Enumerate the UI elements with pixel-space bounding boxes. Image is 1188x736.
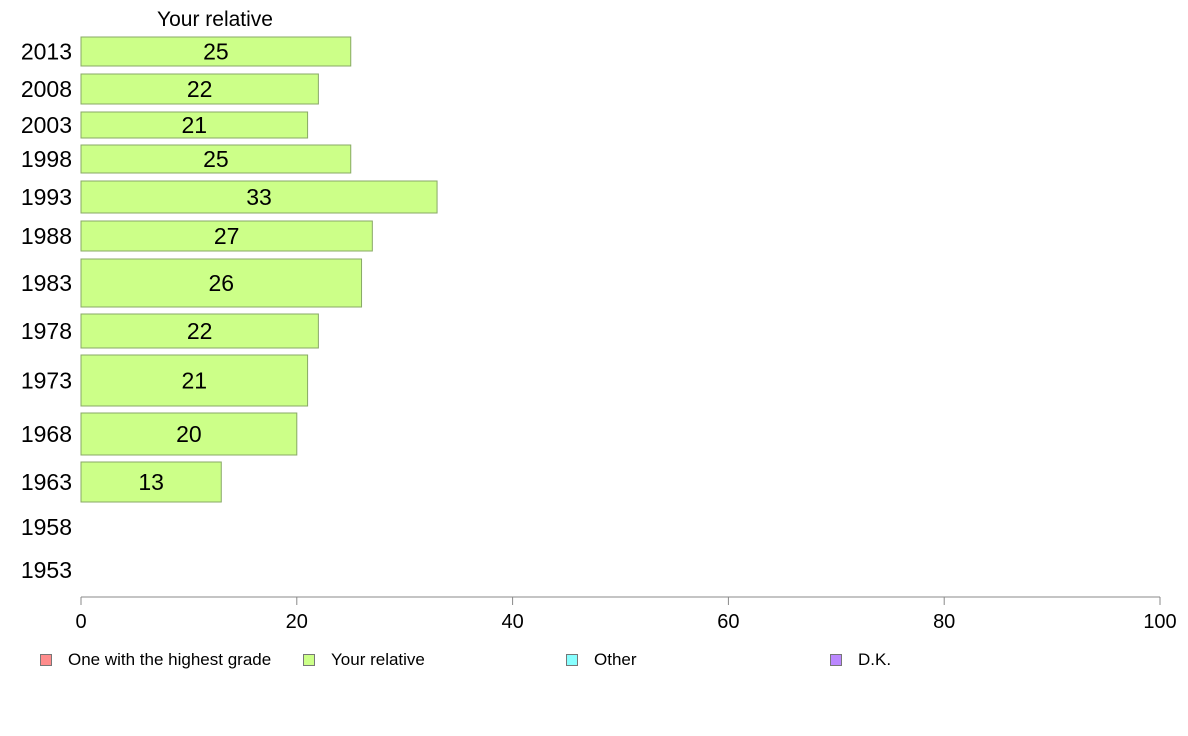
- year-label-1968: 1968: [21, 421, 72, 447]
- bar-value-label-1973: 21: [181, 368, 207, 394]
- chart-title: Your relative: [157, 8, 273, 31]
- legend-label-highest-grade: One with the highest grade: [68, 650, 272, 669]
- x-tick-label-100: 100: [1143, 611, 1176, 633]
- bar-value-label-1963: 13: [138, 469, 164, 495]
- legend-label-your-relative: Your relative: [331, 650, 425, 669]
- year-label-2008: 2008: [21, 76, 72, 102]
- bar-value-label-1993: 33: [246, 184, 272, 210]
- x-tick-label-0: 0: [75, 611, 86, 633]
- year-label-2013: 2013: [21, 39, 72, 65]
- legend-item-dk: D.K.: [830, 650, 891, 670]
- bar-value-label-1968: 20: [176, 421, 202, 447]
- year-label-1988: 1988: [21, 223, 72, 249]
- year-label-1998: 1998: [21, 146, 72, 172]
- bar-1963: [80, 461, 222, 503]
- year-label-1978: 1978: [21, 318, 72, 344]
- legend-item-your-relative: Your relative: [303, 650, 425, 670]
- bar-value-label-1983: 26: [208, 270, 234, 296]
- bar-1968: [80, 412, 298, 456]
- bar-value-label-2013: 25: [203, 39, 229, 65]
- legend: One with the highest grade Your relative…: [40, 650, 1160, 672]
- legend-swatch-dk: [830, 654, 842, 666]
- bar-1973: [80, 354, 309, 407]
- bar-1983: [80, 258, 363, 308]
- year-labels-group: 2013 2008 2003 1998 1993 1988 1983 1978 1973 1968…: [21, 39, 72, 584]
- year-label-2003: 2003: [21, 112, 72, 138]
- year-label-1973: 1973: [21, 368, 72, 394]
- legend-item-other: Other: [566, 650, 637, 670]
- legend-swatch-highest-grade: [40, 654, 52, 666]
- legend-swatch-other: [566, 654, 578, 666]
- x-tick-label-40: 40: [501, 611, 523, 633]
- year-label-1993: 1993: [21, 184, 72, 210]
- bar-1993: [80, 180, 438, 214]
- legend-item-highest-grade: One with the highest grade: [40, 650, 271, 670]
- bar-2013: [80, 36, 352, 67]
- bar-2003: [80, 111, 309, 139]
- legend-label-other: Other: [594, 650, 637, 669]
- year-label-1953: 1953: [21, 557, 72, 583]
- bar-value-label-2008: 22: [187, 76, 213, 102]
- legend-label-dk: D.K.: [858, 650, 892, 669]
- bar-1988: [80, 220, 373, 252]
- bar-1978: [80, 313, 319, 349]
- x-tick-label-20: 20: [286, 611, 308, 633]
- year-label-1983: 1983: [21, 270, 72, 296]
- year-label-1963: 1963: [21, 469, 72, 495]
- x-axis: 0 20 40 60 80 100: [75, 596, 1177, 633]
- bar-2008: [80, 73, 319, 105]
- x-tick-label-60: 60: [717, 611, 739, 633]
- legend-swatch-your-relative: [303, 654, 315, 666]
- year-label-1958: 1958: [21, 514, 72, 540]
- bar-value-label-1978: 22: [187, 318, 213, 344]
- bar-value-label-1988: 27: [214, 223, 240, 249]
- bar-value-label-1998: 25: [203, 146, 229, 172]
- bar-1998: [80, 144, 352, 174]
- x-tick-label-80: 80: [933, 611, 955, 633]
- bar-value-label-2003: 21: [181, 112, 207, 138]
